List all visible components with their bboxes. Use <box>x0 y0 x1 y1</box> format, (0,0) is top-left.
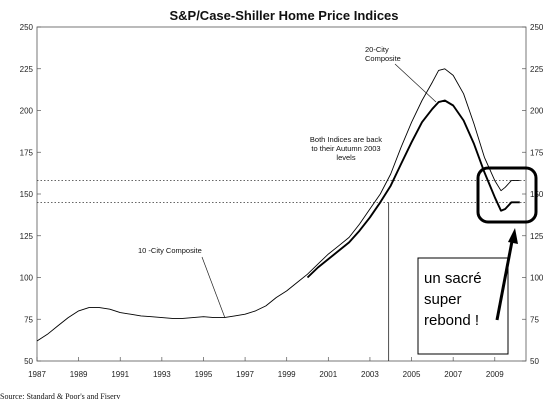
y-tick-left-label-6: 200 <box>20 107 34 116</box>
reference-lines <box>37 180 526 203</box>
y-tick-right-label-1: 75 <box>530 315 539 324</box>
source-note: Source: Standard & Poor's and Fiserv <box>0 392 120 401</box>
annotation-20-city-line1: 20-City <box>365 45 389 54</box>
x-tick-label-4: 1995 <box>195 370 213 379</box>
series-line-0 <box>36 68 520 342</box>
annotation-autumn-line1: Both Indices are back <box>310 135 382 144</box>
series-line-1 <box>306 99 520 279</box>
y-tick-right-label-2: 100 <box>530 274 544 283</box>
y-tick-left-label-3: 125 <box>20 232 34 241</box>
x-tick-label-8: 2003 <box>361 370 379 379</box>
annotation-autumn-line3: levels <box>336 153 355 162</box>
y-tick-left-label-2: 100 <box>20 274 34 283</box>
annotation-10-city: 10 -City Composite <box>138 246 202 255</box>
x-tick-label-5: 1997 <box>236 370 254 379</box>
y-tick-right-label-6: 200 <box>530 107 544 116</box>
callout-line3: rebond ! <box>424 312 479 329</box>
x-tick-label-11: 2009 <box>486 370 504 379</box>
callout-box <box>417 257 509 355</box>
callout-line2: super <box>424 291 462 308</box>
callout-arrow-head <box>508 228 518 244</box>
left-axis: 50 75 100 125 150 175 200 225 250 <box>20 23 41 366</box>
y-tick-right-label-8: 250 <box>530 23 544 32</box>
x-axis: 1987 1989 1991 1993 1995 1997 1999 2001 2003 2005… <box>28 357 504 379</box>
callout-arrow <box>495 235 515 321</box>
y-tick-left-label-7: 225 <box>20 65 34 74</box>
x-tick-label-7: 2001 <box>319 370 337 379</box>
annotation-20-city-line2: Composite <box>365 54 401 63</box>
y-tick-right-label-3: 125 <box>530 232 544 241</box>
y-tick-left-label-1: 75 <box>24 315 33 324</box>
x-tick-label-2: 1991 <box>111 370 129 379</box>
highlight-box <box>476 166 538 224</box>
chart-title: S&P/Case-Shiller Home Price Indices <box>169 8 398 23</box>
x-tick-label-1: 1989 <box>70 370 88 379</box>
series-group <box>36 68 520 342</box>
annotation-20-city-pointer <box>394 63 437 103</box>
y-tick-right-label-0: 50 <box>530 357 539 366</box>
x-tick-label-3: 1993 <box>153 370 171 379</box>
y-tick-left-label-4: 150 <box>20 190 34 199</box>
callout-line1: un sacré <box>424 270 482 287</box>
x-tick-label-6: 1999 <box>278 370 296 379</box>
annotation-10-city-pointer <box>201 256 226 319</box>
x-tick-label-10: 2007 <box>444 370 462 379</box>
y-tick-right-label-7: 225 <box>530 65 544 74</box>
y-tick-left-label-8: 250 <box>20 23 34 32</box>
x-tick-label-9: 2005 <box>403 370 421 379</box>
y-tick-left-label-0: 50 <box>24 357 33 366</box>
x-tick-label-0: 1987 <box>28 370 46 379</box>
annotation-autumn-line2: to their Autumn 2003 <box>311 144 380 153</box>
y-tick-right-label-5: 175 <box>530 148 544 157</box>
y-tick-left-label-5: 175 <box>20 148 34 157</box>
